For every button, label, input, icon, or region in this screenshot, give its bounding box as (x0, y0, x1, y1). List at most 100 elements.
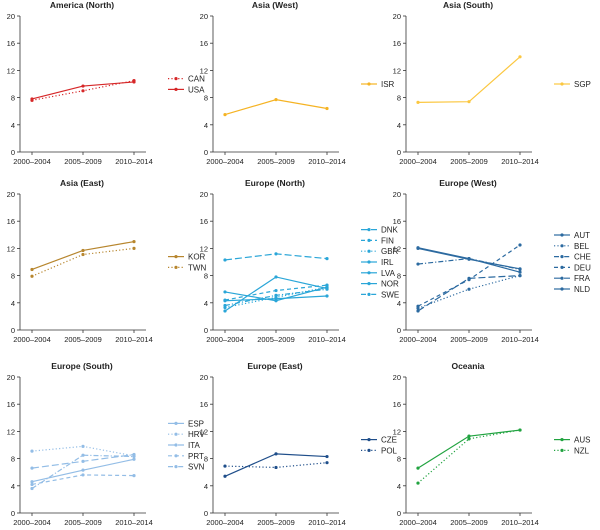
y-tick-label: 20 (200, 12, 208, 21)
y-tick-label: 12 (200, 427, 208, 436)
y-tick-label: 16 (200, 217, 208, 226)
legend-marker-isr (367, 82, 371, 86)
data-point-fra (416, 309, 420, 313)
legend-label: TWN (188, 263, 206, 272)
legend-label: SVN (188, 463, 205, 472)
legend-marker-cze (367, 438, 371, 442)
data-point-sgp (467, 100, 471, 104)
data-point-esp (132, 457, 136, 461)
data-point-swe (325, 287, 329, 291)
legend-marker-can (174, 77, 178, 81)
data-point-isr (223, 113, 227, 117)
panel-oceania: Oceania 0 4 8 12 16 20 2000–2004 2005–2009 2010–2… (393, 361, 591, 527)
y-tick-label: 0 (204, 509, 208, 518)
legend-marker-gbr (367, 249, 371, 253)
legend-marker-aus (560, 438, 564, 442)
x-tick-label: 2010–2014 (308, 335, 346, 344)
y-tick-label: 0 (204, 148, 208, 157)
data-point-kor (30, 267, 34, 272)
data-point-aus (416, 466, 420, 470)
panel-title: America (North) (50, 0, 114, 10)
y-tick-label: 4 (204, 299, 208, 308)
data-point-hrv (30, 449, 34, 453)
x-tick-label: 2000–2004 (13, 335, 51, 344)
legend-label: IRL (381, 258, 394, 267)
legend-label: NLD (574, 285, 590, 294)
x-tick-label: 2000–2004 (206, 518, 244, 525)
legend-label: DNK (381, 226, 399, 235)
data-point-pol (274, 465, 278, 470)
panel-europe-west-: Europe (West) 0 4 8 12 16 20 2000–2004 2005–2009… (393, 178, 591, 344)
series-line-cze (224, 453, 328, 477)
y-tick-label: 8 (204, 94, 208, 103)
data-point-cze (223, 474, 227, 478)
legend-label: AUT (574, 231, 590, 240)
legend-label: SWE (381, 290, 399, 299)
y-tick-label: 16 (393, 217, 401, 226)
data-point-pol (325, 461, 329, 465)
panel-title: Oceania (451, 361, 484, 371)
y-tick-label: 16 (200, 400, 208, 409)
y-tick-label: 12 (393, 427, 401, 436)
legend-marker-swe (367, 292, 371, 296)
y-tick-label: 12 (393, 244, 401, 253)
y-tick-label: 0 (204, 326, 208, 335)
data-point-nzl (416, 481, 420, 485)
data-point-svn (132, 454, 136, 459)
legend-label: LVA (381, 269, 396, 278)
legend-marker-dnk (367, 228, 371, 232)
data-point-twn (132, 246, 136, 250)
x-tick-label: 2010–2014 (115, 335, 153, 344)
data-point-fin (274, 288, 278, 293)
x-tick-label: 2000–2004 (13, 157, 51, 166)
legend-label: DEU (574, 263, 591, 272)
y-tick-label: 12 (7, 66, 15, 75)
data-point-dnk (274, 252, 278, 256)
data-point-nor (274, 299, 278, 303)
legend-label: ISR (381, 80, 395, 89)
data-point-swe (274, 293, 278, 297)
legend-marker-nld (560, 287, 564, 291)
data-point-sgp (518, 55, 522, 59)
x-tick-label: 2005–2009 (450, 157, 488, 166)
legend-label: USA (188, 85, 205, 94)
y-tick-label: 20 (393, 373, 401, 382)
panel-asia-south-: Asia (South) 0 4 8 12 16 20 2000–2004 2005–2009 2… (393, 0, 591, 166)
y-tick-label: 4 (397, 482, 401, 491)
legend-marker-irl (367, 260, 371, 264)
y-tick-label: 20 (200, 373, 208, 382)
data-point-nor (223, 290, 227, 294)
y-tick-label: 12 (200, 66, 208, 75)
legend-label: CAN (188, 75, 205, 84)
data-point-fra (467, 276, 471, 280)
data-point-isr (325, 106, 329, 111)
y-tick-label: 12 (200, 244, 208, 253)
data-point-esp (81, 468, 85, 472)
x-tick-label: 2010–2014 (501, 157, 539, 166)
legend-label: NZL (574, 446, 590, 455)
data-point-twn (30, 274, 34, 278)
y-tick-label: 8 (397, 94, 401, 103)
data-point-prt (81, 473, 85, 477)
data-point-nzl (518, 428, 522, 432)
x-tick-label: 2000–2004 (399, 518, 437, 525)
x-tick-label: 2000–2004 (399, 335, 437, 344)
x-tick-label: 2010–2014 (501, 518, 539, 525)
data-point-ita (30, 466, 34, 470)
x-tick-label: 2005–2009 (257, 335, 295, 344)
y-tick-label: 0 (11, 148, 15, 157)
y-tick-label: 16 (7, 39, 15, 48)
data-point-twn (81, 252, 85, 257)
data-point-cze (274, 452, 278, 456)
data-point-svn (30, 486, 34, 491)
y-tick-label: 20 (7, 12, 15, 21)
series-line-deu (417, 244, 521, 307)
legend-marker-fra (560, 276, 564, 280)
x-tick-label: 2000–2004 (206, 157, 244, 166)
x-tick-label: 2010–2014 (501, 335, 539, 344)
data-point-kor (132, 240, 136, 244)
series-line-sgp (417, 56, 521, 103)
y-tick-label: 0 (11, 326, 15, 335)
legend-marker-twn (174, 265, 178, 269)
